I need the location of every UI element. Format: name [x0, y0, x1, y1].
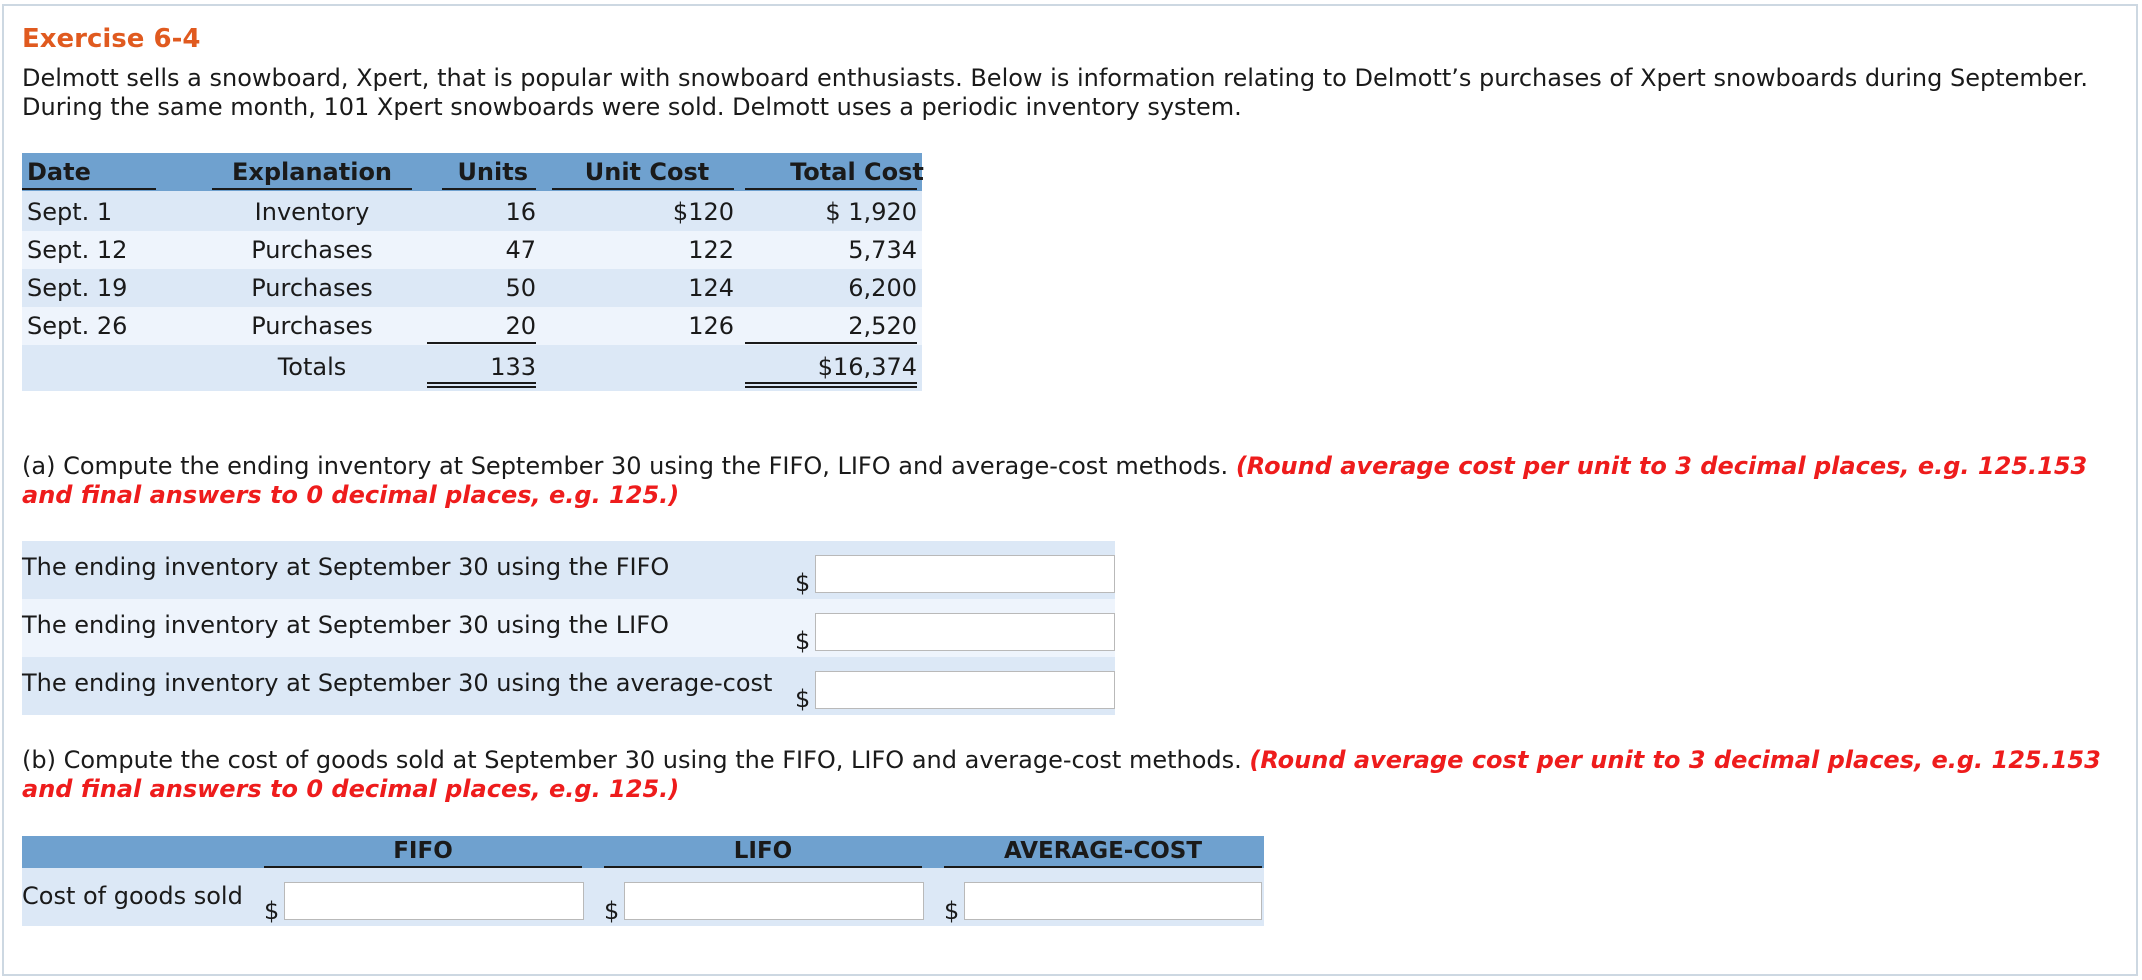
header-units: Units: [457, 158, 528, 186]
row-total-cost: 5,734: [848, 236, 917, 264]
lifo-cogs-input[interactable]: [624, 882, 924, 920]
purchases-table: Date Explanation Units Unit Cost Total C…: [22, 153, 924, 391]
row-explanation: Purchases: [251, 274, 373, 302]
currency-symbol: $: [264, 897, 280, 925]
row-units: 20: [505, 312, 536, 340]
part-b-hint: (Round average cost per unit to 3 decima…: [22, 746, 2101, 803]
row-unit-cost: 122: [688, 236, 734, 264]
purchases-table-header: [22, 153, 922, 191]
row-date: Sept. 1: [27, 198, 113, 226]
fifo-cogs-input[interactable]: [284, 882, 584, 920]
lifo-ending-inventory-row: The ending inventory at September 30 usi…: [22, 599, 1115, 657]
row-date: Sept. 19: [27, 274, 128, 302]
header-date: Date: [27, 158, 91, 186]
row-unit-cost: $120: [672, 198, 734, 226]
part-a-question-text: (a) Compute the ending inventory at Sept…: [22, 452, 1229, 480]
totals-units: 133: [490, 353, 536, 381]
row-total-cost: $ 1,920: [825, 198, 917, 226]
average-cost-ending-inventory-label: The ending inventory at September 30 usi…: [22, 669, 773, 697]
average-cost-cogs-input[interactable]: [964, 882, 1262, 920]
part-a-question: (a) Compute the ending inventory at Sept…: [22, 452, 2122, 510]
cogs-row-label: Cost of goods sold: [22, 882, 243, 910]
row-date: Sept. 12: [27, 236, 128, 264]
lifo-ending-inventory-label: The ending inventory at September 30 usi…: [22, 611, 669, 639]
part-a-hint: (Round average cost per unit to 3 decima…: [22, 452, 2088, 509]
totals-total-cost: $16,374: [817, 353, 917, 381]
header-total-cost: Total Cost: [790, 158, 924, 186]
header-lifo: LIFO: [733, 838, 793, 864]
row-explanation: Purchases: [251, 236, 373, 264]
header-explanation: Explanation: [231, 158, 393, 186]
totals-label: Totals: [277, 353, 347, 381]
cost-of-goods-sold-table: FIFO LIFO AVERAGE-COST Cost of goods sol…: [22, 836, 1264, 926]
currency-symbol: $: [604, 897, 620, 925]
cogs-table-header: [22, 836, 1264, 868]
currency-symbol: $: [944, 897, 960, 925]
row-explanation: Purchases: [251, 312, 373, 340]
exercise-title: Exercise 6-4: [22, 24, 201, 54]
row-unit-cost: 124: [688, 274, 734, 302]
lifo-ending-inventory-input[interactable]: [815, 613, 1115, 651]
row-units: 47: [505, 236, 536, 264]
part-b-question-text: (b) Compute the cost of goods sold at Se…: [22, 746, 1242, 774]
row-total-cost: 2,520: [848, 312, 917, 340]
currency-symbol: $: [795, 569, 811, 597]
row-units: 50: [505, 274, 536, 302]
header-average-cost: AVERAGE-COST: [1003, 838, 1203, 864]
part-b-question: (b) Compute the cost of goods sold at Se…: [22, 746, 2122, 804]
row-total-cost: 6,200: [848, 274, 917, 302]
average-cost-ending-inventory-input[interactable]: [815, 671, 1115, 709]
row-explanation: Inventory: [254, 198, 370, 226]
currency-symbol: $: [795, 685, 811, 713]
exercise-panel: [2, 4, 2138, 976]
row-units: 16: [505, 198, 536, 226]
fifo-ending-inventory-row: The ending inventory at September 30 usi…: [22, 541, 1115, 599]
row-unit-cost: 126: [688, 312, 734, 340]
average-cost-ending-inventory-row: The ending inventory at September 30 usi…: [22, 657, 1115, 715]
header-unit-cost: Unit Cost: [584, 158, 710, 186]
currency-symbol: $: [795, 627, 811, 655]
header-fifo: FIFO: [393, 838, 453, 864]
fifo-ending-inventory-label: The ending inventory at September 30 usi…: [22, 553, 670, 581]
exercise-intro: Delmott sells a snowboard, Xpert, that i…: [22, 64, 2089, 121]
fifo-ending-inventory-input[interactable]: [815, 555, 1115, 593]
row-date: Sept. 26: [27, 312, 128, 340]
